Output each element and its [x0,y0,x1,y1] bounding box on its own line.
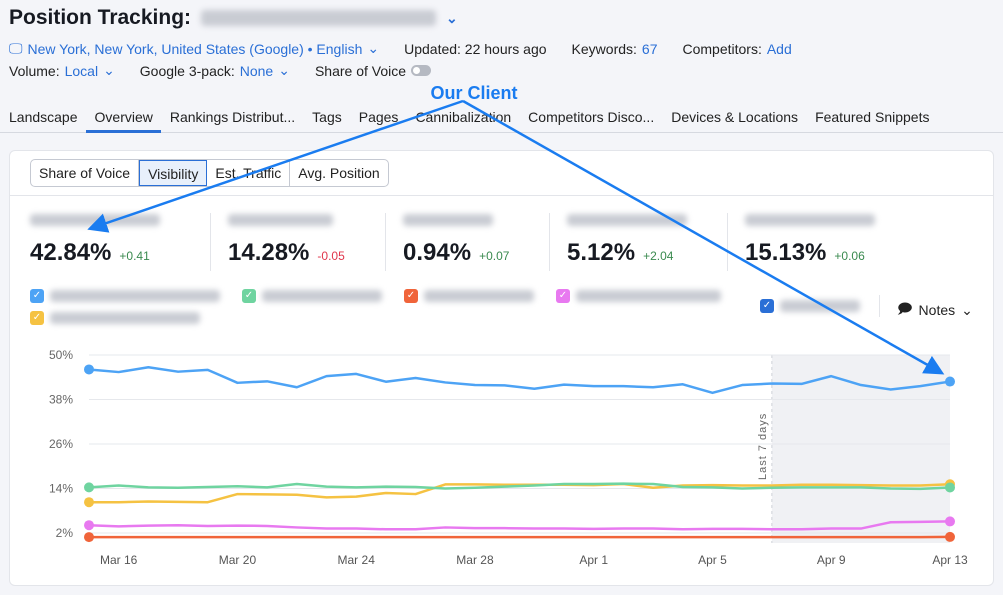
checkbox-icon[interactable]: ✓ [30,311,44,325]
series-line [88,520,951,531]
y-tick-label: 26% [49,437,73,451]
tab-landscape[interactable]: Landscape [9,109,78,125]
chevron-down-icon[interactable]: ⌄ [446,9,458,26]
blurred-domain [50,312,200,324]
series-line [88,482,951,491]
volume-label: Volume: [9,62,60,79]
legend-item[interactable]: ✓ [30,289,220,303]
sov-label: Share of Voice [314,62,407,79]
x-tick-label: Apr 13 [932,553,968,567]
metric-percent: 0.94% [403,239,472,266]
series-start-point[interactable] [84,532,94,543]
blurred-domain [50,290,220,302]
checkbox-icon[interactable]: ✓ [242,289,256,303]
legend-item[interactable]: ✓ [242,289,382,303]
metric-delta: -0.05 [317,249,345,263]
x-tick-label: Mar 28 [456,553,494,567]
y-tick-label: 50% [49,348,73,362]
pack-select[interactable]: None [239,62,274,79]
y-tick-label: 2% [56,526,74,540]
desktop-icon: 🖵 [9,40,23,56]
checkbox-icon[interactable]: ✓ [404,289,418,303]
series-end-point[interactable] [945,531,955,542]
keywords-link[interactable]: 67 [641,40,658,57]
divider [385,213,386,271]
metric-value: 42.84% +0.41 [30,239,160,267]
checkbox-icon[interactable]: ✓ [30,289,44,303]
chevron-down-icon[interactable]: ⌄ [103,62,115,78]
chevron-down-icon[interactable]: ⌄ [367,40,380,56]
pack-label: Google 3-pack: [139,62,235,79]
divider [210,213,211,271]
metric-delta: +0.41 [119,249,150,263]
volume-select[interactable]: Local [64,62,99,79]
metric-value: 14.28% -0.05 [228,239,345,267]
x-tick-label: Apr 5 [698,553,727,567]
metric-percent: 14.28% [228,239,310,266]
chevron-down-icon[interactable]: ⌄ [278,62,290,78]
keywords-label: Keywords: [571,40,637,57]
blurred-domain [262,290,382,302]
blurred-domain [201,10,437,26]
legend-item[interactable]: ✓ [30,311,750,325]
series-start-point[interactable] [84,482,94,493]
series-start-point[interactable] [84,520,94,531]
metric-percent: 42.84% [30,239,112,266]
info-row: 🖵 New York, New York, United States (Goo… [9,40,792,57]
region-label: Last 7 days [757,413,769,480]
sov-toggle[interactable] [411,65,432,76]
series-end-point[interactable] [945,482,955,493]
updated-text: Updated: 22 hours ago [404,40,547,57]
competitors-label: Competitors: [682,40,762,57]
settings-row: Volume: Local ⌄ Google 3-pack: None ⌄ Sh… [9,62,432,79]
x-tick-label: Mar 24 [338,553,376,567]
series-start-point[interactable] [84,364,94,375]
series-start-point[interactable] [84,497,94,508]
location-select[interactable]: New York, New York, United States (Googl… [27,40,363,57]
series-line [88,365,951,395]
page-title: Position Tracking: ⌄ [9,6,458,30]
y-tick-label: 14% [49,482,73,496]
x-tick-label: Mar 20 [219,553,257,567]
chevron-down-icon: ⌄ [961,301,973,318]
y-tick-label: 38% [49,393,73,407]
x-tick-label: Apr 9 [817,553,846,567]
x-tick-label: Mar 16 [100,553,138,567]
series-end-point[interactable] [945,376,955,387]
series-end-point[interactable] [945,516,955,527]
add-competitors-link[interactable]: Add [766,40,792,57]
title-text: Position Tracking: [9,6,192,29]
series-line [89,482,951,504]
x-tick-label: Apr 1 [579,553,608,567]
